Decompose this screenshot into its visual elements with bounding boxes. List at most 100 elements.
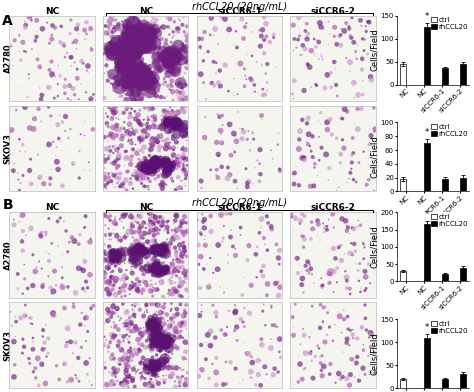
Point <box>147 223 155 230</box>
Point <box>128 223 136 229</box>
Point <box>168 300 175 307</box>
Point <box>115 163 122 169</box>
Point <box>180 244 188 250</box>
Point <box>167 62 174 68</box>
Point <box>128 114 135 120</box>
Point <box>346 327 354 334</box>
Point <box>360 347 367 353</box>
Point <box>149 142 156 149</box>
Point <box>160 123 168 129</box>
Point <box>109 268 117 274</box>
Point <box>152 325 159 331</box>
Point <box>157 339 164 345</box>
Point <box>175 57 182 64</box>
Point <box>104 78 112 84</box>
Point <box>137 214 144 220</box>
Point <box>42 232 50 238</box>
Point <box>149 60 157 66</box>
Point <box>110 160 118 166</box>
Point <box>365 261 373 267</box>
Point <box>148 135 156 141</box>
Point <box>164 230 172 236</box>
Point <box>132 172 140 178</box>
Point <box>166 292 173 298</box>
Point <box>141 230 148 237</box>
Point <box>111 261 119 268</box>
Point <box>165 114 173 120</box>
Point <box>295 354 302 360</box>
Bar <box>400 271 406 281</box>
Point <box>138 127 146 134</box>
Point <box>143 338 151 344</box>
Point <box>126 127 133 133</box>
Point <box>157 94 165 100</box>
Point <box>122 364 130 370</box>
Point <box>181 70 189 76</box>
Point <box>326 31 334 37</box>
Point <box>167 122 175 128</box>
Point <box>182 64 189 70</box>
Point <box>107 15 114 21</box>
Point <box>126 52 133 58</box>
Point <box>161 60 169 66</box>
Point <box>161 250 169 256</box>
Point <box>248 354 255 360</box>
Point <box>179 250 186 257</box>
Point <box>201 236 209 243</box>
Point <box>237 60 244 67</box>
Point <box>130 68 138 74</box>
Point <box>129 39 137 45</box>
Point <box>161 139 168 145</box>
Point <box>173 255 180 261</box>
Point <box>317 51 325 58</box>
Point <box>127 179 135 185</box>
Point <box>112 75 119 81</box>
Point <box>117 183 125 189</box>
Point <box>168 118 175 124</box>
Point <box>30 126 37 132</box>
Ellipse shape <box>111 252 121 261</box>
Point <box>142 61 150 67</box>
Point <box>315 56 322 62</box>
Point <box>174 235 182 241</box>
Point <box>276 336 283 342</box>
Point <box>162 40 170 47</box>
Point <box>267 147 275 153</box>
Point <box>155 94 162 100</box>
Point <box>243 350 251 357</box>
Point <box>135 47 142 54</box>
Point <box>173 156 181 163</box>
Point <box>340 307 347 313</box>
Point <box>274 130 282 136</box>
Point <box>152 333 160 339</box>
Point <box>132 70 140 76</box>
Point <box>156 158 164 165</box>
Point <box>331 321 338 328</box>
Point <box>152 368 159 374</box>
Point <box>134 40 142 47</box>
Point <box>116 248 123 254</box>
Point <box>255 161 263 167</box>
Point <box>176 18 184 24</box>
Point <box>119 133 127 139</box>
Point <box>150 362 157 368</box>
Point <box>107 131 114 137</box>
Point <box>347 34 355 41</box>
Point <box>75 148 83 154</box>
Point <box>139 163 147 170</box>
Point <box>183 341 191 347</box>
Point <box>36 64 44 70</box>
Point <box>129 173 137 179</box>
Point <box>182 171 190 178</box>
Point <box>155 159 162 165</box>
Point <box>182 379 190 386</box>
Point <box>370 236 378 242</box>
Point <box>49 310 57 316</box>
Point <box>42 345 49 352</box>
Point <box>33 28 41 34</box>
Point <box>147 214 155 220</box>
Point <box>103 383 111 390</box>
Point <box>124 73 132 79</box>
Point <box>146 32 154 38</box>
Point <box>350 226 358 232</box>
